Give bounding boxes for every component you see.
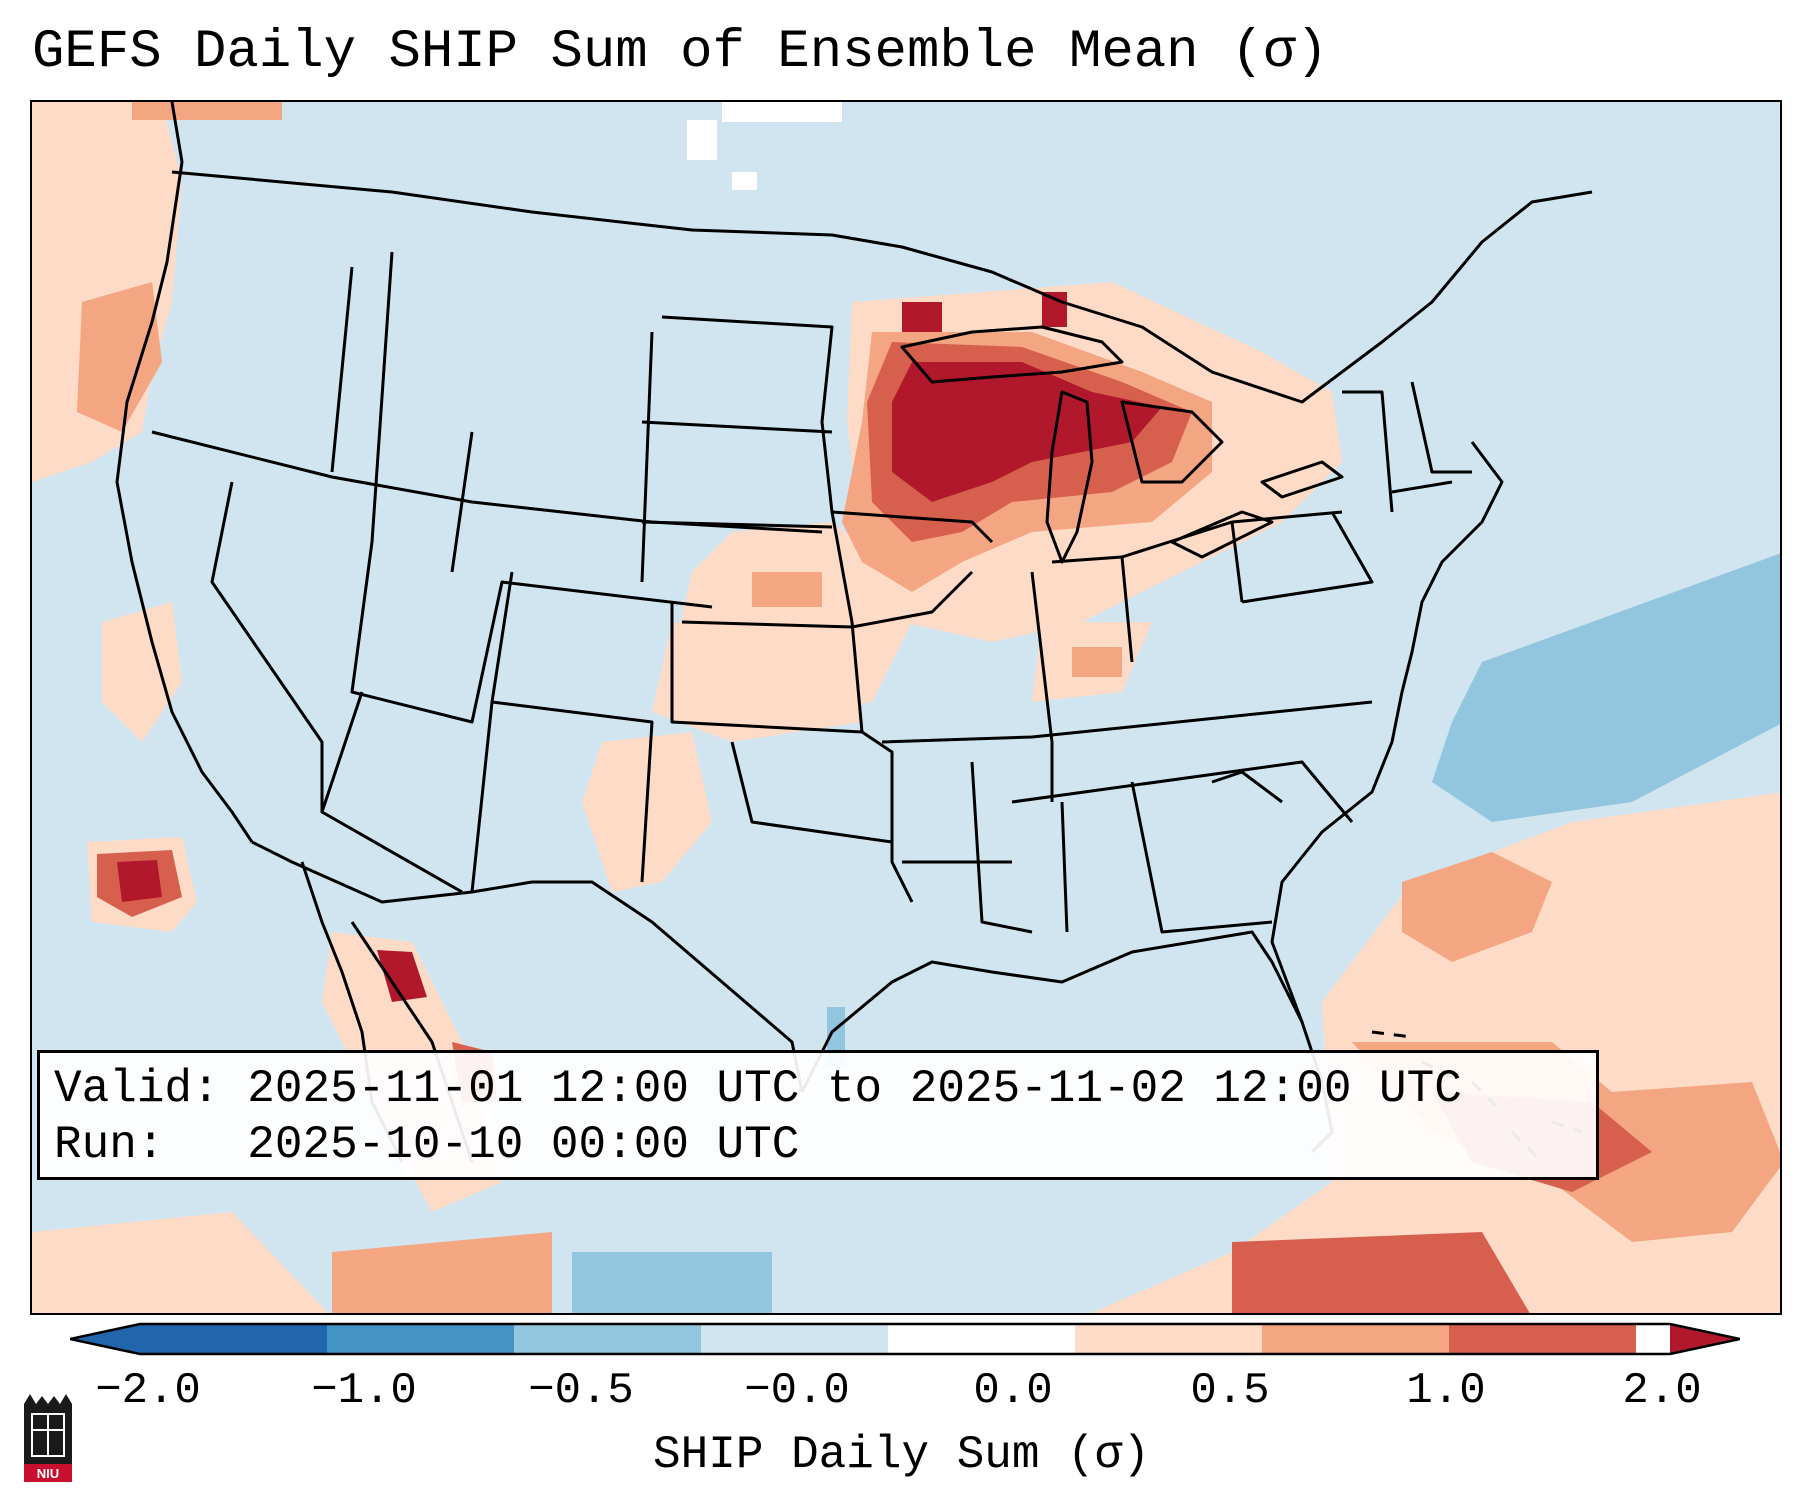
info-box: Valid: 2025-11-01 12:00 UTC to 2025-11-0…: [37, 1050, 1599, 1180]
anomaly-mexico-bottom: [332, 1232, 552, 1313]
colorbar-segment: [1075, 1324, 1262, 1354]
anomaly-plains-cell: [752, 572, 822, 607]
anomaly-canada-white-2: [687, 120, 717, 160]
colorbar-segment: [701, 1324, 888, 1354]
lake-huron: [1120, 400, 1224, 484]
anomaly-atlantic-mid: [1402, 852, 1552, 962]
colorbar-segment: [140, 1324, 327, 1354]
colorbar-extend-high: [1670, 1324, 1740, 1354]
anomaly-caribbean-bottom: [1232, 1232, 1530, 1313]
anomaly-atlantic-negative: [1432, 553, 1780, 822]
valid-value: 2025-11-01 12:00 UTC to 2025-11-02 12:00…: [247, 1063, 1462, 1115]
colorbar-segment: [1449, 1324, 1636, 1354]
anomaly-lake-superior-cell: [902, 302, 942, 332]
colorbar-extend-low: [70, 1324, 140, 1354]
anomaly-ca-coast: [102, 602, 182, 742]
colorbar-segment: [514, 1324, 701, 1354]
run-value: 2025-10-10 00:00 UTC: [247, 1119, 800, 1171]
anomaly-southwest-bottom: [32, 1212, 329, 1313]
anomaly-gulf-california-core: [377, 950, 427, 1002]
colorbar-tick-label: −1.0: [311, 1366, 417, 1416]
colorbar-tick-label: 1.0: [1406, 1366, 1486, 1416]
anomaly-canada-white-1: [722, 102, 842, 122]
anomaly-kentucky-cell: [1072, 647, 1122, 677]
border-mexico: [251, 840, 804, 1093]
state-lines-west: [151, 251, 863, 894]
colorbar: [70, 1322, 1740, 1356]
chart-title: GEFS Daily SHIP Sum of Ensemble Mean (σ): [32, 22, 1329, 83]
anomaly-canada-white-3: [732, 172, 757, 190]
colorbar-segment: [1262, 1324, 1449, 1354]
logo-text: NIU: [37, 1466, 59, 1481]
anomaly-mexico-negative: [572, 1252, 772, 1313]
state-lines-northeast: [1342, 381, 1472, 513]
lake-ontario: [1260, 460, 1344, 499]
border-canada: [171, 170, 1593, 404]
colorbar-tick-label: −2.0: [95, 1366, 201, 1416]
colorbar-tick-label: 0.5: [1190, 1366, 1270, 1416]
lake-erie: [1170, 510, 1274, 559]
valid-label: Valid:: [54, 1063, 220, 1115]
state-lines-plains: [641, 315, 914, 903]
colorbar-label: SHIP Daily Sum (σ): [653, 1429, 1150, 1481]
anomaly-plains: [652, 622, 862, 742]
colorbar-segment: [327, 1324, 514, 1354]
anomaly-upper-midwest-max: [892, 362, 1162, 502]
lake-michigan: [1045, 390, 1094, 564]
colorbar-tick-label: 2.0: [1622, 1366, 1702, 1416]
colorbar-segment: [888, 1324, 1075, 1354]
anomaly-pacific-nw-core: [77, 282, 162, 432]
niu-logo-icon: NIU: [24, 1394, 72, 1482]
colorbar-tick-label: −0.0: [744, 1366, 850, 1416]
colorbar-tick-label: 0.0: [973, 1366, 1053, 1416]
colorbar-outline: [70, 1322, 1740, 1356]
coastline-west: [115, 102, 254, 843]
run-label: Run:: [54, 1119, 165, 1171]
anomaly-pacific-nw-top: [132, 102, 282, 120]
colorbar-tick-label: −0.5: [528, 1366, 634, 1416]
lake-superior: [900, 325, 1124, 384]
state-lines-midwest: [831, 510, 1374, 934]
anomaly-pacific-blob-core: [117, 860, 162, 902]
coastline-east: [1270, 441, 1504, 1023]
